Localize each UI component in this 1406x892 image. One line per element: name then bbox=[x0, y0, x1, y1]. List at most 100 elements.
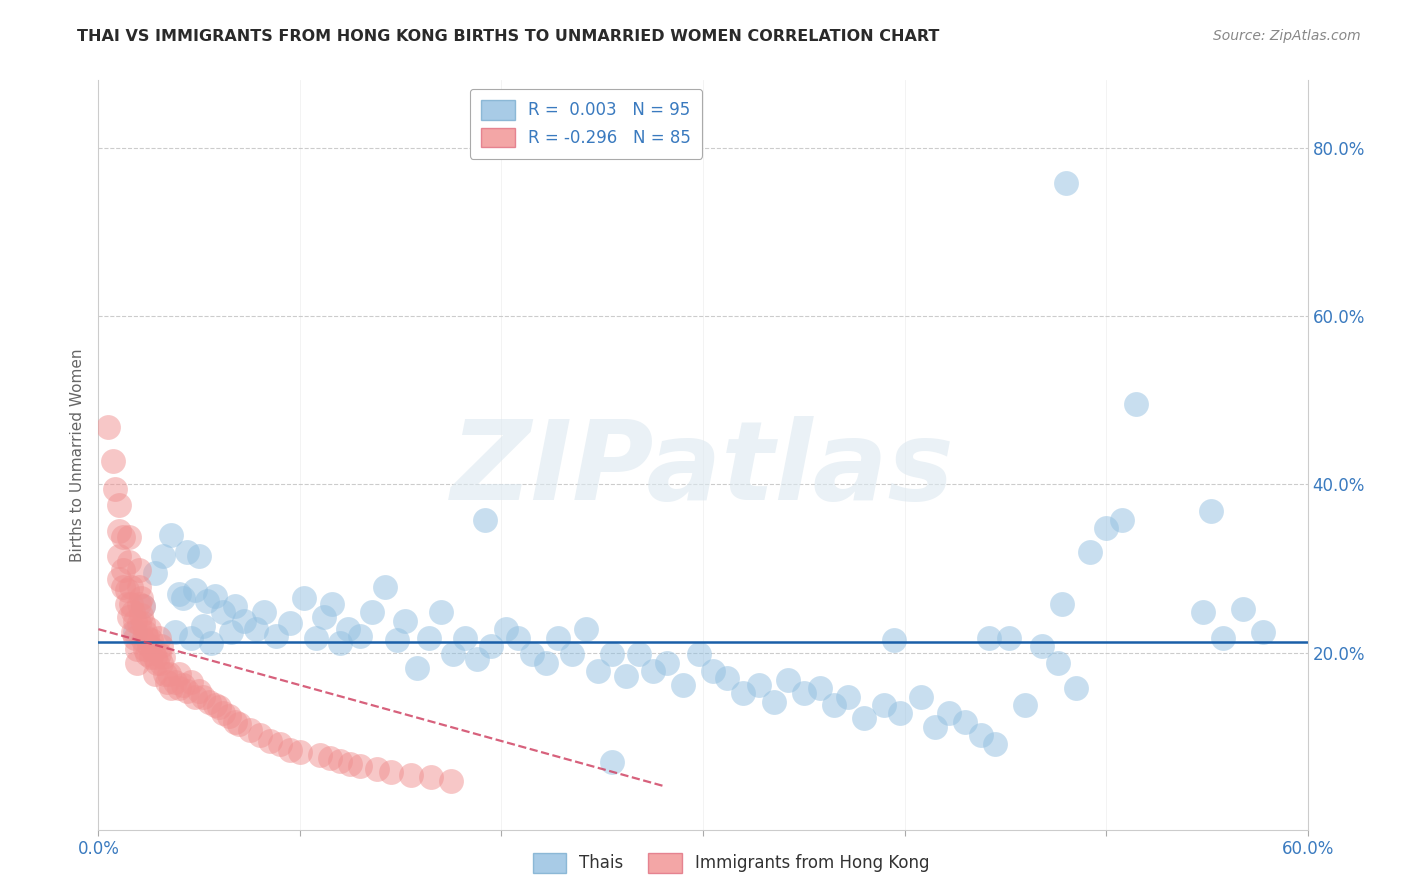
Point bbox=[641, 665, 664, 679]
Point bbox=[180, 631, 202, 645]
Point bbox=[143, 666, 166, 681]
Point bbox=[420, 770, 443, 784]
Point bbox=[385, 633, 408, 648]
Point bbox=[616, 669, 638, 683]
Point bbox=[204, 698, 226, 712]
Point bbox=[239, 723, 262, 738]
Point bbox=[269, 737, 291, 751]
Point bbox=[148, 648, 170, 662]
Point bbox=[188, 683, 211, 698]
Point bbox=[889, 706, 911, 721]
Point bbox=[853, 711, 876, 725]
Point bbox=[418, 631, 440, 645]
Point bbox=[143, 650, 166, 665]
Point bbox=[938, 706, 960, 721]
Point bbox=[232, 614, 254, 628]
Point bbox=[172, 591, 194, 605]
Point bbox=[124, 614, 146, 628]
Point bbox=[259, 734, 281, 748]
Point bbox=[124, 631, 146, 645]
Point bbox=[135, 631, 157, 645]
Point bbox=[672, 678, 695, 692]
Point bbox=[208, 700, 231, 714]
Point bbox=[148, 631, 170, 645]
Point bbox=[586, 665, 609, 679]
Point bbox=[139, 633, 162, 648]
Point bbox=[107, 572, 129, 586]
Point bbox=[1054, 176, 1077, 190]
Point bbox=[125, 656, 148, 670]
Point bbox=[264, 629, 287, 643]
Point bbox=[655, 656, 678, 670]
Point bbox=[430, 605, 453, 619]
Point bbox=[128, 580, 150, 594]
Point bbox=[139, 650, 162, 665]
Point bbox=[481, 639, 503, 653]
Point bbox=[160, 528, 183, 542]
Point bbox=[575, 622, 598, 636]
Point bbox=[440, 773, 463, 788]
Point bbox=[200, 635, 222, 649]
Point bbox=[314, 610, 336, 624]
Point bbox=[157, 666, 180, 681]
Point bbox=[146, 656, 169, 670]
Point bbox=[837, 690, 859, 704]
Point bbox=[1111, 513, 1133, 527]
Point bbox=[292, 591, 315, 605]
Point bbox=[134, 641, 156, 656]
Point bbox=[1078, 545, 1101, 559]
Point bbox=[405, 661, 427, 675]
Point bbox=[176, 683, 198, 698]
Point bbox=[776, 673, 799, 687]
Point bbox=[163, 624, 186, 639]
Point bbox=[134, 624, 156, 639]
Point bbox=[329, 754, 352, 768]
Point bbox=[224, 599, 246, 614]
Point bbox=[495, 622, 517, 636]
Point bbox=[305, 631, 328, 645]
Point bbox=[184, 690, 207, 704]
Point bbox=[107, 524, 129, 538]
Point bbox=[1064, 681, 1087, 695]
Point bbox=[873, 698, 896, 712]
Point bbox=[132, 633, 155, 648]
Point bbox=[602, 755, 624, 769]
Point bbox=[153, 666, 176, 681]
Point bbox=[149, 639, 172, 653]
Point bbox=[337, 622, 360, 636]
Point bbox=[245, 622, 267, 636]
Point bbox=[124, 624, 146, 639]
Point bbox=[135, 648, 157, 662]
Point bbox=[506, 631, 529, 645]
Point bbox=[1251, 624, 1274, 639]
Point bbox=[224, 714, 246, 729]
Point bbox=[212, 605, 235, 619]
Point bbox=[288, 745, 311, 759]
Point bbox=[1232, 602, 1254, 616]
Legend: Thais, Immigrants from Hong Kong: Thais, Immigrants from Hong Kong bbox=[526, 847, 936, 880]
Point bbox=[111, 563, 134, 577]
Point bbox=[118, 530, 141, 544]
Point bbox=[823, 698, 845, 712]
Point bbox=[198, 695, 221, 709]
Point bbox=[793, 686, 815, 700]
Point bbox=[465, 652, 488, 666]
Point bbox=[1125, 397, 1147, 411]
Text: THAI VS IMMIGRANTS FROM HONG KONG BIRTHS TO UNMARRIED WOMEN CORRELATION CHART: THAI VS IMMIGRANTS FROM HONG KONG BIRTHS… bbox=[77, 29, 939, 44]
Point bbox=[249, 728, 271, 742]
Point bbox=[149, 656, 172, 670]
Point bbox=[979, 631, 1001, 645]
Point bbox=[319, 751, 342, 765]
Point bbox=[120, 580, 142, 594]
Point bbox=[138, 622, 160, 636]
Point bbox=[138, 639, 160, 653]
Point bbox=[125, 641, 148, 656]
Point bbox=[883, 633, 905, 648]
Point bbox=[366, 762, 388, 776]
Point bbox=[129, 607, 152, 622]
Point bbox=[474, 513, 496, 527]
Point bbox=[193, 690, 215, 704]
Point bbox=[193, 619, 215, 633]
Point bbox=[394, 614, 416, 628]
Point bbox=[176, 545, 198, 559]
